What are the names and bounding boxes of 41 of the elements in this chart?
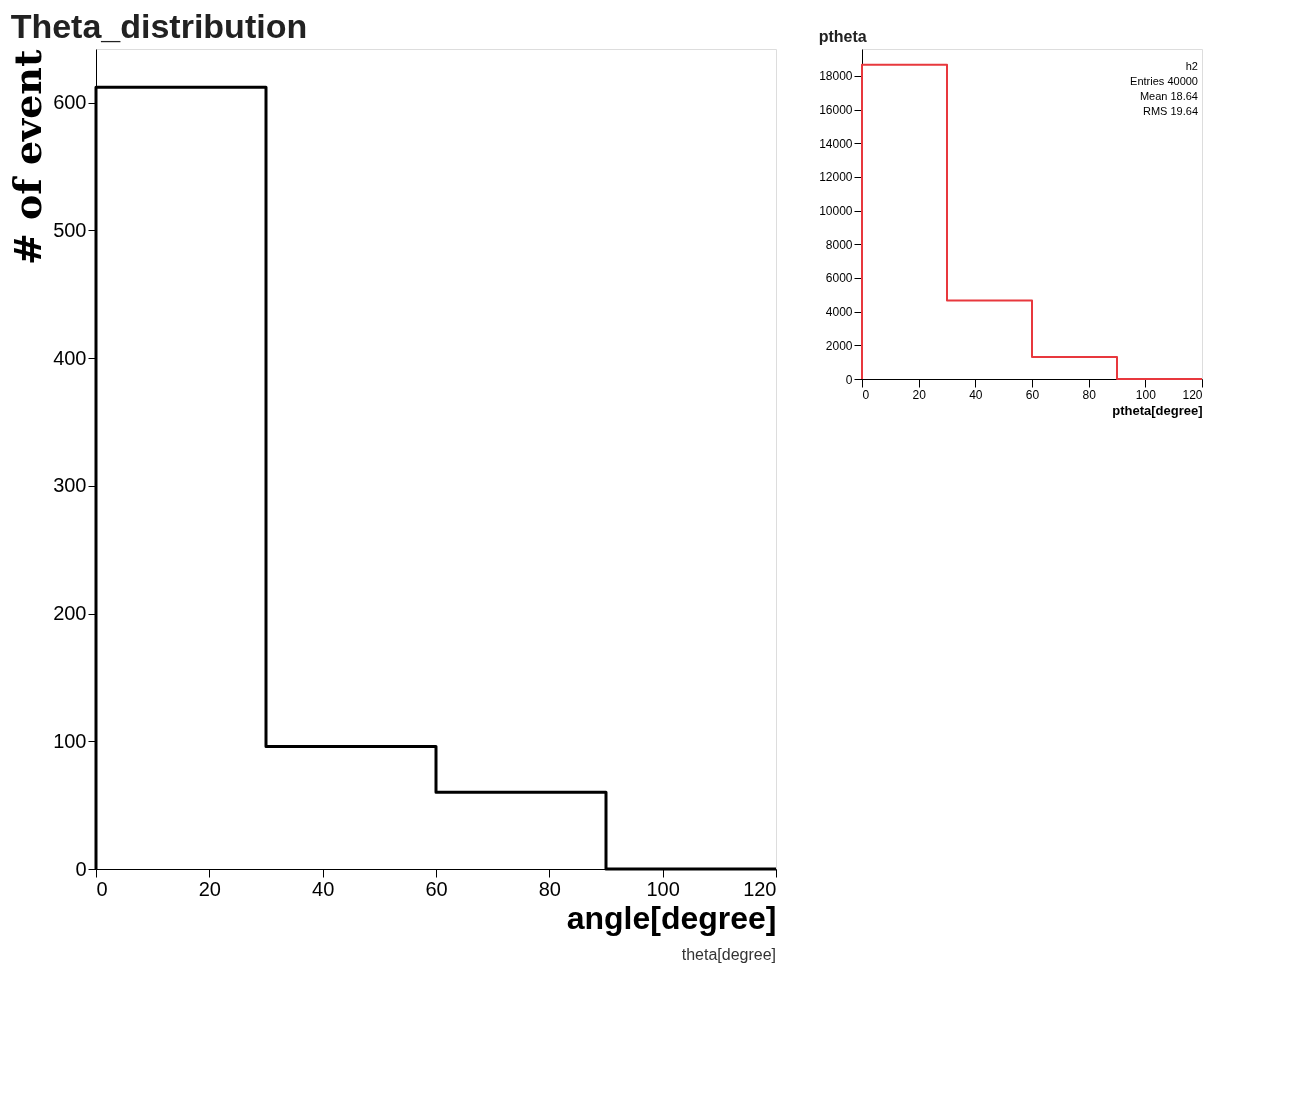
y-tick-label: 400: [53, 346, 87, 369]
annotation: h2: [1185, 59, 1198, 72]
annotation: Entries 40000: [1130, 74, 1198, 87]
y-tick-label: 200: [53, 602, 87, 625]
y-tick-label: 16000: [819, 103, 853, 118]
y-tick-label: 4000: [825, 305, 853, 320]
y-tick-label: 2000: [825, 338, 853, 353]
y-tick-label: 18000: [819, 69, 853, 84]
chart-title: ptheta: [818, 28, 867, 45]
x-tick-label: 20: [912, 387, 927, 402]
x-tick-label: 120: [743, 877, 777, 900]
x-tick-label: 0: [96, 877, 108, 900]
annotation: RMS 19.64: [1142, 104, 1198, 117]
y-tick-label: 500: [53, 218, 87, 241]
annotation: Mean 18.64: [1139, 89, 1198, 102]
y-tick-label: 0: [75, 857, 87, 880]
x-tick-label: 100: [1135, 387, 1157, 402]
y-tick-label: 6000: [825, 271, 853, 286]
x-axis-title: angle[degree]: [566, 899, 777, 936]
y-tick-label: 12000: [819, 170, 853, 185]
y-tick-label: 10000: [819, 204, 853, 219]
y-tick-label: 8000: [825, 237, 853, 252]
y-tick-label: 100: [53, 729, 87, 752]
x-tick-label: 60: [425, 877, 448, 900]
x-tick-label: 40: [312, 877, 335, 900]
x-tick-label: 60: [1025, 387, 1040, 402]
x-tick-label: 100: [646, 877, 680, 900]
x-tick-label: 80: [538, 877, 561, 900]
y-tick-label: 600: [53, 91, 87, 114]
y-axis-title: # of event: [5, 49, 51, 266]
y-tick-label: 14000: [819, 136, 853, 151]
x-tick-label: 120: [1182, 387, 1203, 402]
y-tick-label: 0: [845, 372, 853, 387]
x-tick-label: 40: [969, 387, 983, 402]
y-tick-label: 300: [53, 474, 87, 497]
chart-title: Theta_distribution: [10, 7, 308, 45]
x-tick-label: 20: [198, 877, 221, 900]
text: theta[degree]: [681, 946, 776, 963]
x-tick-label: 0: [862, 387, 870, 402]
x-tick-label: 80: [1082, 387, 1097, 402]
x-axis-title: ptheta[degree]: [1112, 402, 1203, 418]
